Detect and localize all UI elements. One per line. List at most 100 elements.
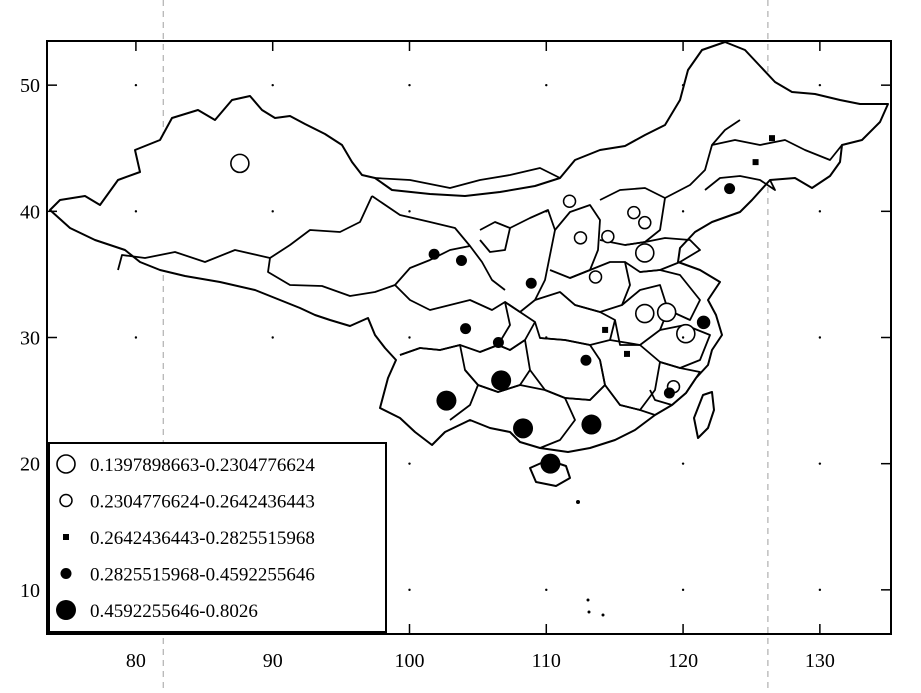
legend-label-2: 0.2642436443-0.2825515968 — [90, 528, 315, 549]
island-dot — [587, 610, 591, 614]
grid-dot — [134, 83, 138, 87]
legend-marker-0 — [56, 454, 76, 474]
data-point-class-3 — [455, 255, 467, 267]
data-point-class-0 — [656, 302, 677, 323]
data-point-class-3 — [460, 323, 472, 335]
grid-dot — [271, 83, 274, 87]
legend-marker-3 — [60, 568, 72, 579]
grid-dot — [681, 462, 685, 465]
y-tick-label: 40 — [20, 201, 40, 223]
boundary-gansu — [371, 195, 506, 291]
boundary-inner-mongolia — [374, 167, 561, 189]
x-tick-label: 130 — [805, 650, 835, 672]
grid-dot — [545, 83, 548, 87]
boundary-jilin-liaoning — [704, 175, 776, 191]
grid-dot — [681, 588, 685, 592]
legend: 0.1397898663-0.2304776624 0.2304776624-0.… — [48, 442, 387, 633]
grid-dot — [818, 336, 822, 339]
data-point-class-0 — [676, 323, 696, 344]
boundary-shaanxi — [504, 209, 556, 313]
grid-dot — [818, 462, 822, 465]
taiwan-island — [693, 391, 715, 439]
legend-label-4: 0.4592255646-0.8026 — [90, 601, 258, 622]
x-tick-label: 90 — [263, 650, 283, 672]
island-dot — [576, 500, 580, 504]
data-point-class-3 — [580, 354, 592, 366]
data-point-class-1 — [627, 205, 641, 220]
data-point-class-4 — [581, 414, 602, 435]
data-markers — [230, 135, 775, 474]
boundary-jiangsu — [639, 269, 701, 321]
y-tick-label: 10 — [20, 580, 40, 602]
data-point-class-4 — [491, 370, 512, 391]
basemap-province-boundaries — [49, 41, 889, 617]
grid-dot — [408, 336, 411, 339]
grid-dot — [818, 588, 822, 592]
boundary-fujian — [649, 361, 701, 406]
data-point-class-3 — [724, 183, 736, 195]
boundary-xinjiang-tibet — [117, 195, 373, 271]
axes: 80 90 100 110 120 130 10 20 30 40 50 — [20, 41, 891, 672]
legend-label-3: 0.2825515968-0.4592255646 — [90, 565, 315, 586]
data-point-class-4 — [436, 390, 457, 411]
data-point-class-1 — [601, 229, 615, 244]
y-tick-label: 30 — [20, 328, 40, 350]
data-point-class-1 — [638, 215, 652, 230]
data-point-class-3 — [428, 248, 440, 260]
legend-marker-1 — [59, 493, 73, 508]
grid-dot — [271, 210, 274, 213]
data-point-class-2 — [768, 135, 775, 142]
data-point-class-1 — [573, 231, 588, 245]
data-point-class-2 — [752, 159, 759, 166]
grid-dot — [408, 462, 411, 465]
x-tick-label: 110 — [532, 650, 561, 672]
grid-dot — [408, 210, 411, 213]
grid-dot — [134, 210, 138, 213]
x-tick-label: 120 — [668, 650, 698, 672]
data-point-class-3 — [663, 387, 675, 399]
grid-dot — [134, 336, 138, 339]
x-tick-label: 100 — [394, 650, 424, 672]
legend-label-0: 0.1397898663-0.2304776624 — [90, 455, 315, 476]
boundary-heilongjiang-jilin — [711, 139, 843, 161]
data-point-class-1 — [562, 194, 577, 208]
data-point-class-4 — [540, 453, 561, 474]
y-tick-label: 50 — [20, 75, 40, 97]
grid-dot — [271, 336, 274, 339]
grid-dot — [545, 462, 548, 465]
island-dot — [601, 613, 605, 617]
grid-dot — [408, 588, 411, 592]
grid-dot — [408, 83, 411, 87]
data-point-class-3 — [698, 316, 710, 328]
data-point-class-0 — [230, 153, 250, 174]
data-point-class-1 — [588, 270, 603, 284]
grid-dot — [545, 210, 548, 213]
island-dot — [586, 598, 590, 602]
legend-marker-4 — [56, 600, 76, 620]
legend-box — [48, 442, 387, 633]
data-point-class-2 — [623, 350, 630, 357]
grid-dot — [818, 83, 822, 87]
grid-dot — [681, 83, 685, 87]
grid-dot — [681, 210, 685, 213]
data-point-class-4 — [513, 418, 534, 439]
boundary-ningxia — [479, 221, 511, 253]
boundary-yunnan — [399, 344, 479, 421]
grid-dot — [681, 336, 685, 339]
data-point-class-2 — [602, 326, 609, 333]
legend-label-1: 0.2304776624-0.2642436443 — [90, 492, 315, 513]
data-point-class-3 — [525, 277, 537, 289]
data-point-class-3 — [492, 337, 504, 349]
boundary-guangxi — [477, 384, 576, 449]
legend-marker-2 — [63, 534, 69, 540]
grid-dot — [545, 588, 548, 592]
boundary-guangdong — [564, 384, 656, 416]
grid-dot — [545, 336, 548, 339]
boundary-inner-mongolia-east — [664, 119, 741, 199]
data-point-class-0 — [634, 243, 655, 263]
x-tick-label: 80 — [126, 650, 146, 672]
y-tick-label: 20 — [20, 454, 40, 476]
data-point-class-0 — [634, 303, 655, 324]
grid-dot — [818, 210, 822, 213]
